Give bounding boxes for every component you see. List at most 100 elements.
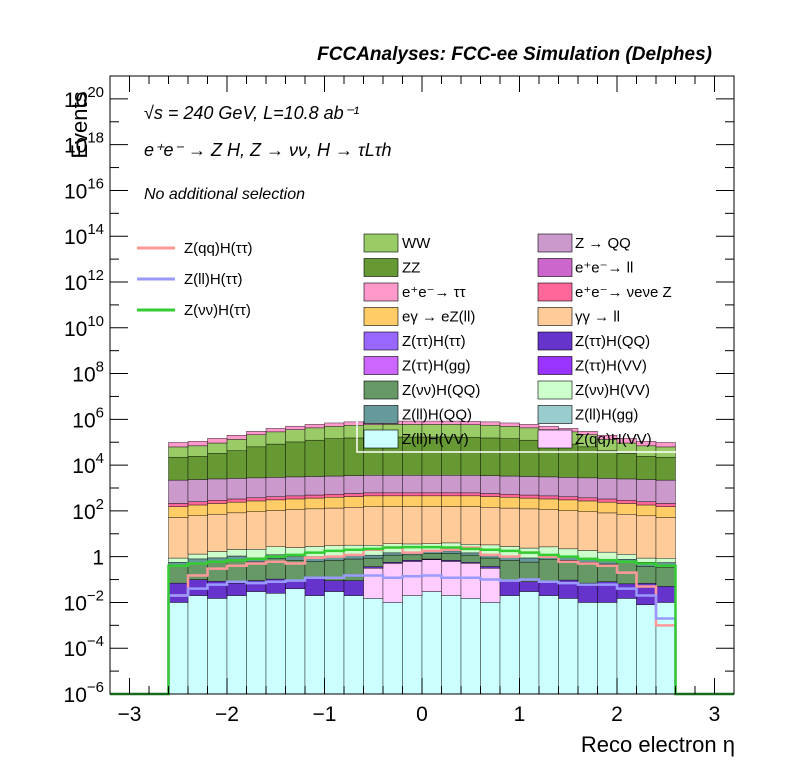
legend-swatch [537,405,573,424]
stack-bar-segment [343,493,364,497]
stack-bar-segment [187,456,208,480]
stack-bar-segment [226,478,247,500]
stack-bar-segment [616,503,637,515]
stack-bar-segment [265,428,286,433]
stack-bar-segment [324,580,345,592]
stack-bar-segment [577,477,598,499]
stack-bar-segment [460,598,481,695]
stack-bar-segment [382,475,403,494]
stack-bar-segment [597,498,618,503]
y-tick-label: 1016 [64,175,104,203]
stack-bar-segment [207,514,228,552]
stack-bar-segment [246,497,267,502]
y-tick-label: 102 [72,496,104,524]
stack-bar-segment [597,512,618,553]
stack-bar-segment [285,509,306,548]
stack-bar-segment [460,495,481,507]
stack-bar-segment [480,602,501,695]
stack-bar-segment [285,495,306,500]
x-tick-label: −2 [215,703,239,726]
overlay-lines [110,545,734,696]
legend-label: e⁺e⁻→ ττ [402,284,466,301]
stack-bar-segment [480,437,501,476]
stack-bar-segment [285,476,306,497]
stack-bar-segment [460,475,481,494]
stack-bar-segment [168,456,189,481]
stack-bar-segment [616,500,637,504]
stack-bar-segment [207,561,228,582]
stack-bar-segment [636,604,657,695]
stack-bar-segment [343,558,364,581]
stack-bar-segment [499,426,520,439]
stack-bar-segment [577,602,598,695]
stack-bar-segment [187,595,208,695]
stack-bar-segment [226,560,247,584]
stack-bar-segment [304,508,325,547]
y-tick-label: 10−2 [64,587,104,615]
stack-bar-segment [265,477,286,497]
stack-bar-segment [519,557,540,563]
stack-bar-segment [265,510,286,547]
stack-bar-segment [480,568,501,603]
stack-bar-segment [441,553,462,561]
stack-bar-segment [577,562,598,584]
stack-bar-segment [363,492,384,497]
stack-bar-segment [304,561,325,579]
stack-bar-segment [246,511,267,550]
overlay-line [110,546,734,696]
y-tick-label: 1 [92,547,104,570]
stack-bar-segment [343,425,364,439]
stack-bar-segment [499,422,520,427]
legend-label: Z(ττ)H(ττ) [402,333,466,350]
stack-bar-segment [363,495,384,507]
stack-bar-segment [285,425,306,430]
legend-swatch [363,429,399,449]
stack-bar-segment [499,475,520,495]
legend-swatch [363,258,399,277]
stack-bar-segment [226,450,247,479]
stack-bar-segment [499,494,520,498]
stack-bar-segment [187,553,208,560]
stack-bar-segment [538,595,559,695]
legend-swatch [537,380,573,400]
stack-bar-segment [226,549,247,557]
legend-swatch [537,258,573,277]
stack-bar-segment [324,426,345,439]
legend-label: Z(νν)H(VV) [575,382,650,399]
stack-bar-segment [246,446,267,479]
stack-bar-segment [441,595,462,695]
stack-bar-segment [460,506,481,545]
stack-bar-segment [460,552,481,556]
stack-bar-segment [382,495,403,507]
legend-label: Z(qq)H(ττ) [184,240,253,257]
legend-label: Z(ll)H(gg) [575,407,638,424]
stack-bar-segment [441,550,462,554]
legend-label: Z(ll)H(VV) [402,431,469,448]
stack-bar-segment [207,503,228,515]
stack-bar-segment [402,506,423,545]
axes: −3 −2 −1 0 1 2 3 1020 1018 1016 1014 1012 1010 108 106… [64,75,735,726]
stack-bar-segment [577,431,598,435]
stack-bar-segment [168,517,189,559]
stack-bar-segment [168,506,189,518]
stack-bar-segment [655,479,676,504]
stack-bar-segment [616,598,637,695]
stack-bar-segment [460,563,481,599]
stack-bar-segment [207,500,228,504]
y-tick-label: 1018 [64,130,104,158]
stack-bar-segment [265,431,286,445]
stack-bar-segment [226,435,247,440]
legend-swatch [363,331,399,351]
stack-bar-segment [304,595,325,695]
stack-bar-segment [441,492,462,497]
stack-bar-segment [441,506,462,544]
legend-swatch [363,380,399,400]
stack-bar-segment [538,581,559,596]
stack-bar-segment [265,443,286,478]
stack-bar-segment [480,475,501,494]
stack-bar-segment [655,517,676,559]
stack-bar-segment [207,442,228,454]
legend: Z(qq)H(ττ) Z(ll)H(ττ) Z(νν)H(ττ) WW ZZ e⁺e⁻→ … [137,229,678,453]
stack-bar-segment [597,435,618,440]
stack-bar-segment [499,560,520,581]
